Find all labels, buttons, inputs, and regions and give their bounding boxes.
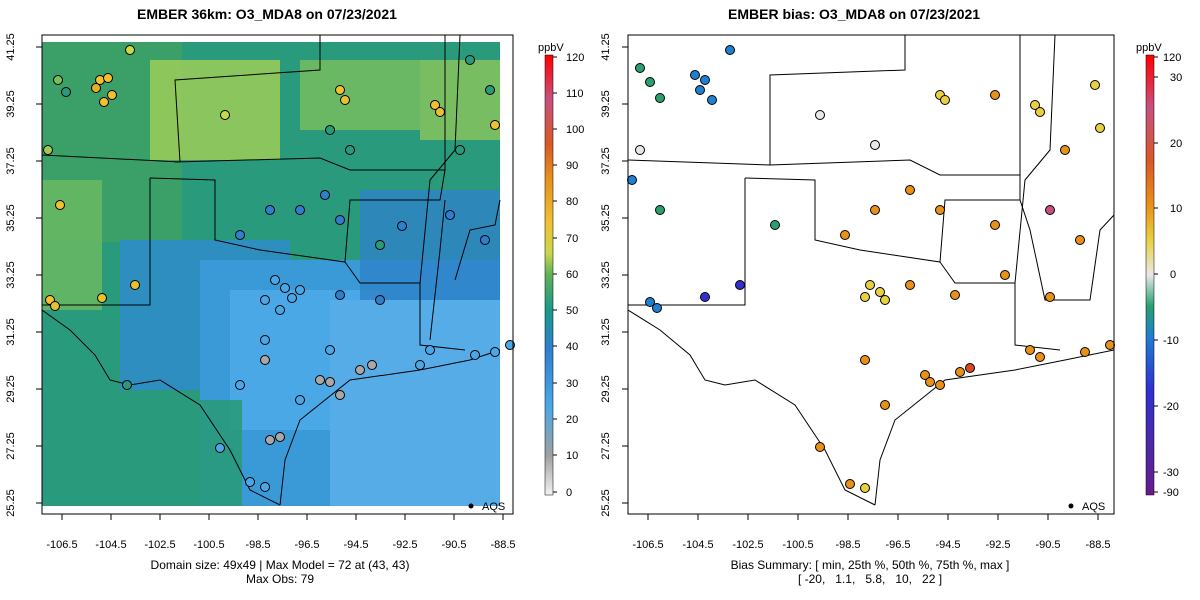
left-colorbar-tick: 120 xyxy=(566,52,584,64)
right-y-tick-label: 27.25 xyxy=(600,432,612,460)
left-colorbar-unit: ppbV xyxy=(538,42,564,54)
right-colorbar-tick: -10 xyxy=(1163,335,1179,347)
right-map-panel: -106.5 -104.5 -102.5 -100.5 -98.5 -96.5 … xyxy=(600,33,1182,551)
left-colorbar-tick: 110 xyxy=(566,88,584,100)
left-y-tick-label: 41.25 xyxy=(5,33,17,61)
left-x-tick-label: -98.5 xyxy=(245,539,270,551)
left-caption-line1: Domain size: 49x49 | Max Model = 72 at (… xyxy=(150,558,410,572)
right-y-tick-label: 37.25 xyxy=(600,147,612,175)
left-station-markers xyxy=(43,45,515,492)
left-colorbar-tick: 70 xyxy=(566,233,578,245)
left-colorbar-tick: 100 xyxy=(566,124,584,136)
right-caption: Bias Summary: [ min, 25th %, 50th %, 75t… xyxy=(700,558,1040,586)
left-caption-line2: Max Obs: 79 xyxy=(245,572,315,586)
right-colorbar-tick: -20 xyxy=(1163,401,1179,413)
left-colorbar-tick: 20 xyxy=(566,414,578,426)
right-x-tick-label: -94.5 xyxy=(935,539,960,551)
aqs-marker-icon xyxy=(468,503,474,509)
right-colorbar-unit: ppbV xyxy=(1136,42,1162,54)
left-x-tick-label: -106.5 xyxy=(46,539,77,551)
left-y-tick-label: 39.25 xyxy=(5,90,17,118)
right-colorbar: ppbV 120 30 20 10 0 -10 -20 -30 -90 xyxy=(1136,42,1182,499)
right-x-tick-label: -90.5 xyxy=(1035,539,1060,551)
right-y-tick-label: 25.25 xyxy=(600,489,612,517)
left-x-tick-label: -88.5 xyxy=(490,539,515,551)
right-y-tick-label: 29.25 xyxy=(600,375,612,403)
left-x-tick-label: -92.5 xyxy=(392,539,417,551)
right-y-tick-label: 41.25 xyxy=(600,33,612,61)
right-x-tick-label: -92.5 xyxy=(985,539,1010,551)
right-y-axis: 41.25 39.25 37.25 35.25 33.25 31.25 29.2… xyxy=(600,33,628,517)
left-y-tick-label: 27.25 xyxy=(5,432,17,460)
left-boundaries xyxy=(42,35,501,506)
left-y-tick-label: 35.25 xyxy=(5,204,17,232)
left-y-tick-label: 25.25 xyxy=(5,489,17,517)
left-colorbar-tick: 50 xyxy=(566,305,578,317)
right-y-tick-label: 33.25 xyxy=(600,261,612,289)
left-colorbar-tick: 90 xyxy=(566,160,578,172)
left-caption: Domain size: 49x49 | Max Model = 72 at (… xyxy=(120,558,440,586)
right-panel-title: EMBER bias: O3_MDA8 on 07/23/2021 xyxy=(728,6,981,22)
right-colorbar-tick: -30 xyxy=(1163,467,1179,479)
left-y-tick-label: 29.25 xyxy=(5,375,17,403)
right-y-tick-label: 35.25 xyxy=(600,204,612,232)
right-boundaries xyxy=(628,35,1114,506)
left-y-tick-label: 37.25 xyxy=(5,147,17,175)
right-x-tick-label: -104.5 xyxy=(682,539,713,551)
right-colorbar-tick: 30 xyxy=(1170,72,1182,84)
right-caption-line1: Bias Summary: [ min, 25th %, 50th %, 75t… xyxy=(730,558,1010,572)
right-x-tick-label: -100.5 xyxy=(782,539,813,551)
left-colorbar-tick: 10 xyxy=(566,450,578,462)
left-x-tick-label: -100.5 xyxy=(193,539,224,551)
left-legend: AQS xyxy=(468,501,505,513)
right-legend: AQS xyxy=(1068,501,1105,513)
right-colorbar-tick: 20 xyxy=(1170,138,1182,150)
left-x-tick-label: -104.5 xyxy=(95,539,126,551)
right-x-axis: -106.5 -104.5 -102.5 -100.5 -98.5 -96.5 … xyxy=(632,514,1111,551)
left-colorbar-tick: 40 xyxy=(566,341,578,353)
left-x-tick-label: -96.5 xyxy=(294,539,319,551)
left-colorbar-tick: 0 xyxy=(566,487,572,499)
left-colorbar-tick: 60 xyxy=(566,269,578,281)
right-colorbar-tick: 120 xyxy=(1163,52,1181,64)
left-y-tick-label: 31.25 xyxy=(5,318,17,346)
left-colorbar-tick: 30 xyxy=(566,378,578,390)
right-caption-line2: [ -20, 1.1, 5.8, 10, 22 ] xyxy=(797,572,943,586)
right-station-markers xyxy=(627,45,1115,493)
left-x-axis: -106.5 -104.5 -102.5 -100.5 -98.5 -96.5 … xyxy=(46,514,516,551)
left-x-tick-label: -90.5 xyxy=(441,539,466,551)
right-colorbar-tick: -90 xyxy=(1163,487,1179,499)
left-legend-label: AQS xyxy=(482,501,505,513)
right-x-tick-label: -98.5 xyxy=(835,539,860,551)
left-x-tick-label: -102.5 xyxy=(144,539,175,551)
aqs-marker-icon xyxy=(1068,503,1074,509)
left-colorbar: ppbV 120 110 100 90 80 70 xyxy=(538,42,584,499)
right-y-tick-label: 31.25 xyxy=(600,318,612,346)
left-model-field xyxy=(42,35,513,514)
left-map-panel: -106.5 -104.5 -102.5 -100.5 -98.5 -96.5 … xyxy=(5,33,584,551)
left-panel-title: EMBER 36km: O3_MDA8 on 07/23/2021 xyxy=(137,6,397,22)
right-colorbar-tick: 10 xyxy=(1170,203,1182,215)
right-x-tick-label: -88.5 xyxy=(1085,539,1110,551)
right-x-tick-label: -102.5 xyxy=(732,539,763,551)
left-x-tick-label: -94.5 xyxy=(343,539,368,551)
right-y-tick-label: 39.25 xyxy=(600,90,612,118)
right-legend-label: AQS xyxy=(1082,501,1105,513)
left-y-tick-label: 33.25 xyxy=(5,261,17,289)
right-colorbar-tick: 0 xyxy=(1170,269,1176,281)
right-x-tick-label: -106.5 xyxy=(632,539,663,551)
left-colorbar-tick: 80 xyxy=(566,196,578,208)
left-y-axis: 41.25 39.25 37.25 35.25 33.25 31.25 29.2… xyxy=(5,33,42,517)
right-x-tick-label: -96.5 xyxy=(885,539,910,551)
